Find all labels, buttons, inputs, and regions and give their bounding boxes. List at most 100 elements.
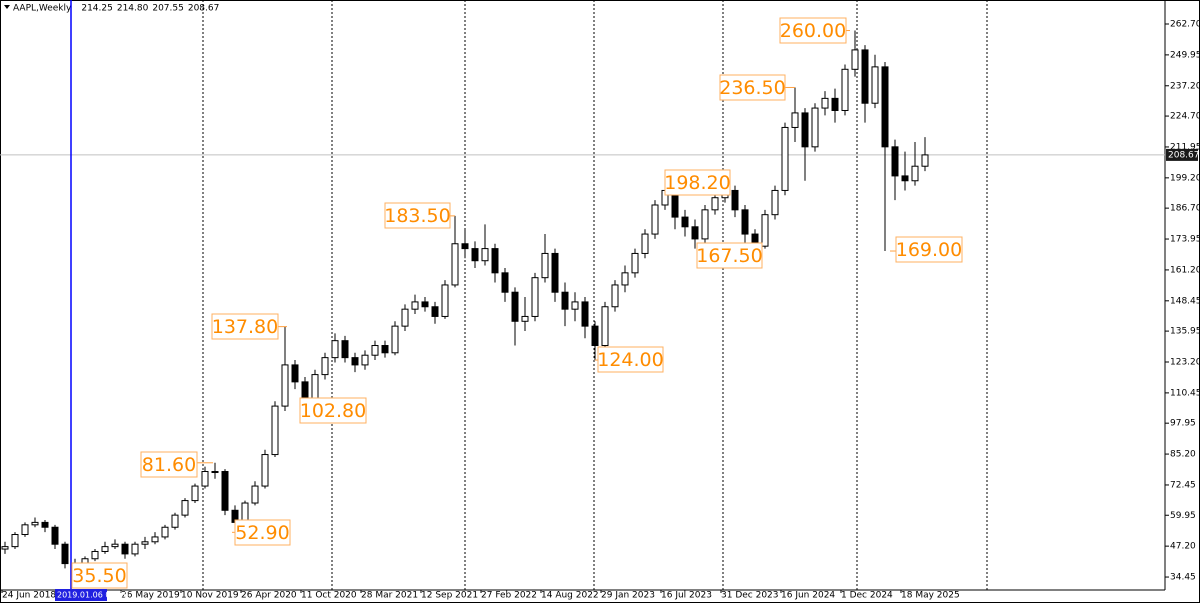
candle-body xyxy=(511,291,519,322)
candle-body xyxy=(561,291,569,310)
y-tick-label: 97.95 xyxy=(1170,419,1196,429)
candle-body xyxy=(91,550,99,560)
y-tick-label: 186.70 xyxy=(1170,204,1200,214)
x-tick-label: 26 Apr 2020 xyxy=(241,591,297,601)
y-tick-label: 110.45 xyxy=(1170,388,1200,398)
candle-body xyxy=(391,325,399,354)
candle-body xyxy=(401,308,409,327)
annotation-label: 102.80 xyxy=(300,400,366,422)
annotation-box xyxy=(597,346,664,373)
candle-body xyxy=(631,252,639,274)
candle-body xyxy=(51,526,59,545)
candle-body xyxy=(181,500,189,516)
candle-body xyxy=(781,126,789,191)
annotation-box xyxy=(895,236,963,263)
candle-body xyxy=(761,214,769,247)
y-tick-label: 47.20 xyxy=(1170,542,1196,552)
candle-body xyxy=(121,543,129,555)
annotation-box xyxy=(384,202,451,229)
candle-body xyxy=(491,248,499,274)
candle-body xyxy=(11,534,19,548)
annotation-label: 81.60 xyxy=(142,454,196,476)
candle-body xyxy=(321,357,329,376)
candle-body xyxy=(21,524,29,536)
candle-body xyxy=(101,546,109,552)
candle-body xyxy=(551,252,559,293)
candle-body xyxy=(291,364,299,383)
candle-body xyxy=(911,165,919,182)
candle-body xyxy=(801,112,809,148)
candle-body xyxy=(141,541,149,545)
candle-body xyxy=(211,471,219,474)
annotation-label: 124.00 xyxy=(597,349,663,371)
candle-body xyxy=(241,502,249,523)
candle-body xyxy=(271,405,279,456)
candle-body xyxy=(61,543,69,565)
candle-body xyxy=(871,66,879,104)
annotation-box xyxy=(140,451,198,478)
candle-body xyxy=(861,49,869,104)
x-tick-label: 10 Nov 2019 xyxy=(181,591,239,601)
annotation-box xyxy=(779,17,847,44)
candle-body xyxy=(651,204,659,235)
candle-body xyxy=(151,536,159,543)
annotation-label: 236.50 xyxy=(719,77,785,99)
header-ohlc: 214.80 xyxy=(117,4,149,14)
menu-triangle[interactable] xyxy=(4,5,10,9)
x-tick-label: 16 Jul 2023 xyxy=(661,591,712,601)
candle-body xyxy=(261,454,269,487)
x-tick-label: 14 Aug 2022 xyxy=(541,591,599,601)
candle-body xyxy=(891,146,899,177)
annotation-label: 137.80 xyxy=(212,316,278,338)
annotation-box xyxy=(299,397,367,424)
x-tick-label: 31 Dec 2023 xyxy=(721,591,779,601)
candle-body xyxy=(681,216,689,228)
candle-body xyxy=(811,107,819,148)
annotation-label: 35.50 xyxy=(72,565,126,587)
candle-body xyxy=(311,374,319,400)
x-tick-label: 27 Feb 2022 xyxy=(481,591,537,601)
candle-body xyxy=(771,189,779,216)
annotation-box xyxy=(234,519,291,546)
candle-body xyxy=(791,112,799,128)
candle-body xyxy=(1,546,9,550)
y-tick-label: 211.95 xyxy=(1170,142,1200,152)
y-tick-label: 249.95 xyxy=(1170,50,1200,60)
annotation-box xyxy=(664,169,731,196)
header-ohlc: 207.55 xyxy=(152,4,184,14)
annotation-label: 183.50 xyxy=(384,205,450,227)
candle-body xyxy=(921,154,929,167)
y-tick-label: 123.20 xyxy=(1170,357,1200,367)
annotation-label: 260.00 xyxy=(780,20,846,42)
candle-body xyxy=(131,543,139,555)
candle-body xyxy=(301,381,309,400)
candle-body xyxy=(221,471,229,511)
header-ohlc: 208.67 xyxy=(188,4,220,14)
candle-body xyxy=(161,526,169,538)
candle-body xyxy=(461,243,469,250)
candle-body xyxy=(621,272,629,286)
y-tick-label: 262.70 xyxy=(1170,19,1200,29)
candle-body xyxy=(341,340,349,359)
candle-body xyxy=(201,471,209,487)
current-price-label: 208.67 xyxy=(1168,150,1200,160)
x-tick-label: 24 Jun 2018 xyxy=(2,591,56,601)
candle-body xyxy=(571,301,579,310)
x-tick-label: 1 Dec 2024 xyxy=(841,591,893,601)
candle-body xyxy=(411,301,419,310)
crosshair-time-label: 2019.01.06 00:00 xyxy=(57,591,128,600)
candle-body xyxy=(611,284,619,308)
annotation-box xyxy=(211,313,279,340)
header-ohlc: 214.25 xyxy=(81,4,113,14)
annotation-label: 167.50 xyxy=(696,245,762,267)
candle-body xyxy=(501,272,509,293)
candle-body xyxy=(731,189,739,211)
candle-body xyxy=(361,354,369,366)
candle-body xyxy=(371,345,379,356)
candle-body xyxy=(601,306,609,347)
candle-body xyxy=(451,243,459,286)
candle-body xyxy=(111,543,119,548)
candle-body xyxy=(741,209,749,235)
y-tick-label: 199.20 xyxy=(1170,173,1200,183)
